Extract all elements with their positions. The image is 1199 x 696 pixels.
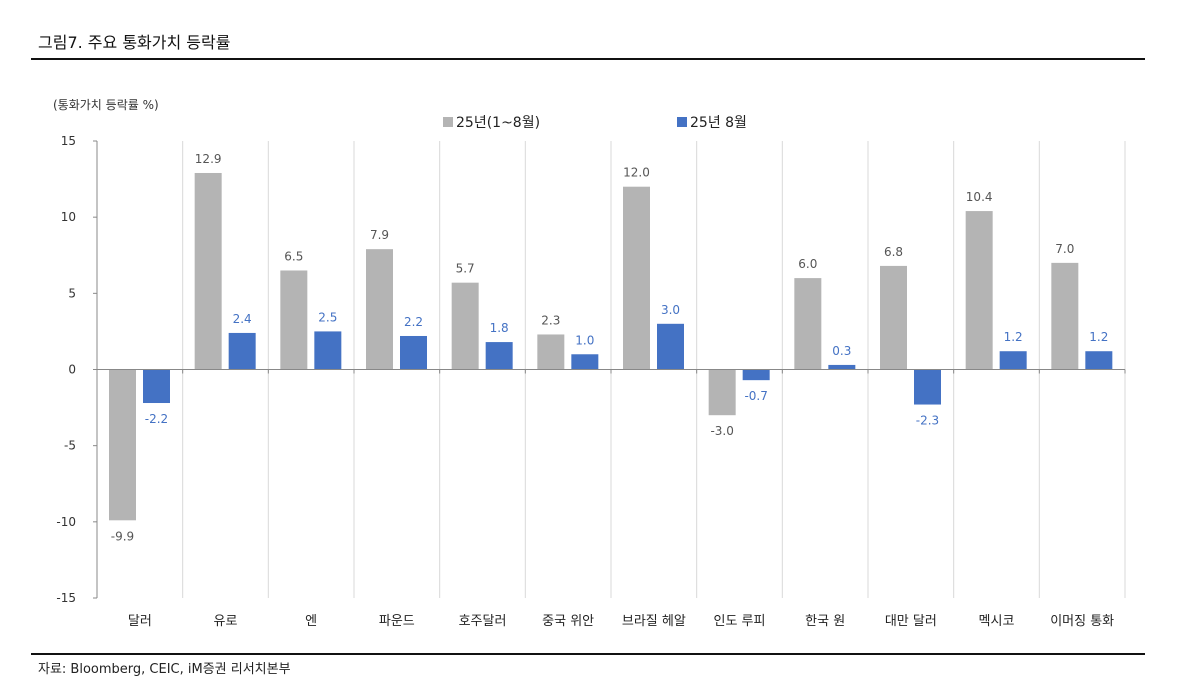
data-label-ytd: 7.0 (1055, 242, 1074, 256)
bar-ytd (708, 369, 736, 416)
legend-swatch-blue (677, 117, 687, 127)
bar-august (400, 335, 427, 370)
data-label-august: 2.4 (233, 312, 252, 326)
bar-august (742, 369, 770, 381)
data-label-august: -2.2 (145, 412, 168, 426)
bar-august (228, 332, 256, 370)
bar-august (1085, 351, 1113, 370)
x-category-label: 한국 원 (805, 614, 845, 629)
data-label-ytd: 12.0 (623, 166, 650, 180)
x-category-label: 달러 (128, 614, 152, 629)
bar-ytd (366, 249, 393, 370)
data-label-august: 2.5 (318, 310, 337, 324)
x-category-label: 대만 달러 (885, 614, 937, 629)
bar-ytd (194, 172, 222, 370)
data-label-ytd: 6.5 (284, 249, 303, 263)
bar-august (828, 364, 856, 370)
figure-title: 그림7. 주요 통화가치 등락률 (38, 33, 231, 52)
bar-ytd (880, 265, 907, 370)
y-tick-label: -10 (56, 515, 76, 529)
data-label-ytd: 6.0 (798, 257, 817, 271)
x-category-label: 엔 (305, 614, 317, 629)
x-category-label: 이머징 통화 (1050, 614, 1114, 629)
data-label-ytd: 12.9 (195, 152, 222, 166)
data-label-august: 1.8 (490, 321, 509, 335)
data-label-august: -2.3 (916, 414, 939, 428)
bar-ytd (794, 278, 822, 370)
data-label-ytd: 10.4 (966, 190, 993, 204)
data-label-ytd: 7.9 (370, 228, 389, 242)
bar-ytd (1051, 262, 1079, 370)
bar-august (914, 369, 941, 405)
x-category-label: 인도 루피 (714, 614, 766, 629)
legend-swatch-gray (443, 117, 453, 127)
bar-ytd (965, 211, 993, 370)
data-label-august: 1.2 (1004, 330, 1023, 344)
bar-august (999, 351, 1027, 370)
y-tick-label: 0 (68, 363, 76, 377)
legend-item-ytd: 25년(1~8월) (443, 112, 540, 132)
bar-ytd (623, 186, 650, 370)
source-note: 자료: Bloomberg, CEIC, iM증권 리서치본부 (38, 662, 291, 677)
data-label-august: 1.0 (575, 333, 594, 347)
data-label-august: 3.0 (661, 303, 680, 317)
title-divider (31, 58, 1145, 60)
x-category-label: 파운드 (379, 614, 415, 629)
data-label-august: 2.2 (404, 315, 423, 329)
bar-august (314, 331, 342, 370)
y-tick-label: 15 (61, 134, 76, 148)
y-tick-label: 5 (68, 286, 76, 300)
y-axis-unit-label: (통화가치 등락률 %) (53, 98, 159, 112)
data-label-ytd: 5.7 (456, 262, 475, 276)
y-tick-label: 10 (61, 210, 76, 224)
bar-august (571, 354, 599, 370)
bar-ytd (537, 334, 565, 370)
legend-label-ytd: 25년(1~8월) (456, 115, 541, 131)
bar-august (485, 342, 513, 370)
y-tick-label: -5 (64, 439, 76, 453)
x-category-label: 유로 (214, 614, 238, 629)
bar-august (657, 323, 684, 370)
data-label-ytd: 2.3 (541, 313, 560, 327)
bar-august (143, 369, 170, 404)
x-category-label: 멕시코 (979, 614, 1015, 629)
legend-item-august: 25년 8월 (677, 112, 747, 132)
data-label-august: 0.3 (832, 344, 851, 358)
y-tick-label: -15 (56, 591, 76, 605)
bar-ytd (451, 282, 479, 370)
x-category-label: 중국 위안 (542, 614, 594, 629)
x-category-label: 호주달러 (459, 614, 507, 629)
data-label-ytd: 6.8 (884, 245, 903, 259)
bar-ytd (280, 270, 308, 370)
data-label-ytd: -9.9 (111, 529, 134, 543)
data-label-august: -0.7 (744, 389, 767, 403)
data-label-ytd: -3.0 (710, 424, 733, 438)
footer-divider (31, 653, 1145, 655)
legend-label-august: 25년 8월 (690, 115, 747, 131)
x-category-label: 브라질 헤알 (622, 614, 686, 629)
bar-ytd (109, 369, 136, 521)
data-label-august: 1.2 (1089, 330, 1108, 344)
